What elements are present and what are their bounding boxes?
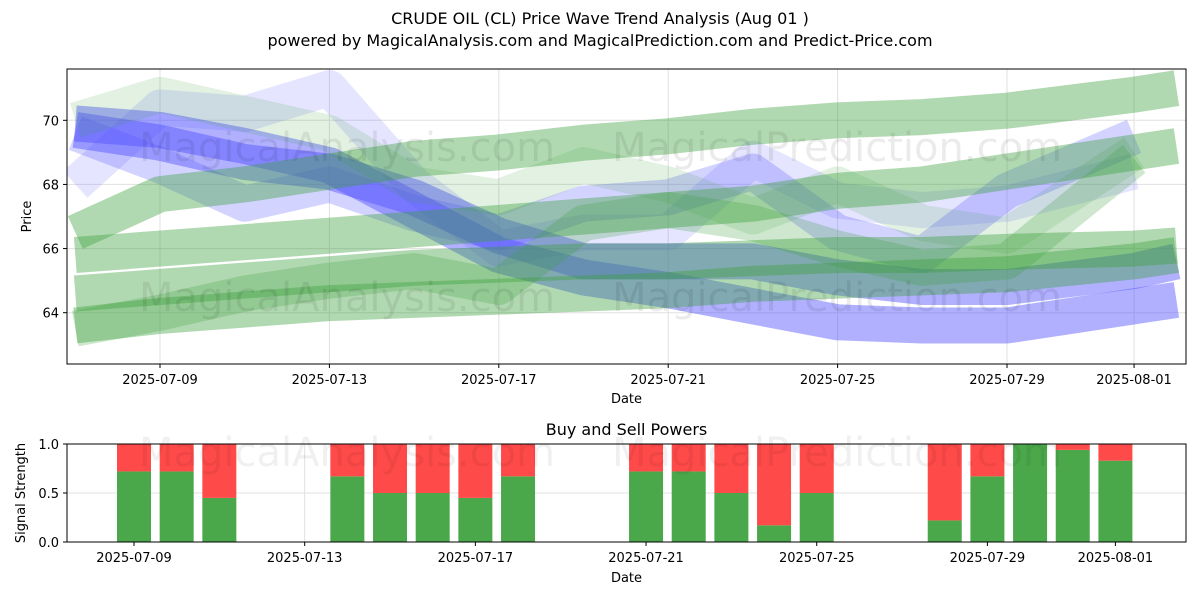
- price-y-tick-label: 68: [42, 178, 59, 193]
- sell-bar: [330, 444, 365, 477]
- buy-bar: [1055, 449, 1090, 542]
- sell-bar: [714, 444, 749, 493]
- signal-chart-title: Buy and Sell Powers: [546, 420, 708, 439]
- price-x-tick-label: 2025-07-09: [122, 373, 198, 388]
- sell-bar: [373, 444, 408, 493]
- price-bands: [67, 70, 1181, 347]
- signal-y-tick-label: 0.0: [38, 536, 59, 551]
- price-y-tick-label: 64: [42, 307, 59, 322]
- signal-x-tick-label: 2025-07-13: [267, 551, 343, 566]
- signal-x-tick-label: 2025-07-09: [96, 551, 172, 566]
- signal-y-tick-label: 0.5: [38, 487, 59, 502]
- signal-x-tick-label: 2025-07-17: [438, 551, 514, 566]
- buy-bar: [927, 520, 962, 542]
- buy-bar: [117, 471, 151, 542]
- sell-bar: [757, 444, 792, 526]
- signal-plot-frame: [66, 443, 1187, 543]
- sell-bar: [671, 444, 706, 472]
- sell-bar: [927, 444, 962, 521]
- signal-x-tick-label: 2025-07-21: [608, 551, 684, 566]
- sell-bar: [501, 444, 536, 477]
- signal-y-tick-label: 1.0: [38, 438, 59, 453]
- buy-bar: [159, 471, 194, 542]
- price-band-10: [70, 76, 1144, 254]
- price-x-tick-label: 2025-07-29: [969, 373, 1045, 388]
- watermark-text: MagicalPrediction.com: [612, 125, 1062, 171]
- sell-bar: [1055, 444, 1090, 450]
- chart-title: CRUDE OIL (CL) Price Wave Trend Analysis…: [391, 9, 809, 28]
- buy-bar: [458, 497, 493, 542]
- signal-y-axis-label: Signal Strength: [14, 443, 29, 543]
- sell-bar: [117, 444, 151, 472]
- price-band-2: [73, 105, 1180, 344]
- price-band-4: [67, 70, 1139, 267]
- price-x-tick-label: 2025-07-13: [292, 373, 368, 388]
- buy-bar: [373, 493, 408, 542]
- buy-bar: [629, 471, 664, 542]
- buy-bar: [415, 493, 450, 542]
- buy-bar: [1098, 460, 1133, 542]
- sell-bar: [970, 444, 1005, 477]
- watermark-text: MagicalAnalysis.com: [139, 125, 555, 171]
- price-x-tick-label: 2025-07-25: [800, 373, 876, 388]
- price-y-tick-label: 66: [42, 243, 59, 258]
- price-x-tick-label: 2025-07-17: [461, 373, 537, 388]
- sell-bar: [458, 444, 493, 498]
- signal-x-axis-label: Date: [611, 571, 642, 586]
- buy-bar: [714, 493, 749, 542]
- buy-bar: [970, 476, 1005, 542]
- price-band-6: [73, 128, 1180, 273]
- sell-bar: [415, 444, 450, 493]
- price-x-tick-label: 2025-07-21: [630, 373, 706, 388]
- sell-bar: [1098, 444, 1133, 461]
- price-band-7: [73, 227, 1178, 312]
- watermark-text: MagicalAnalysis.com: [139, 430, 555, 476]
- sell-bar: [202, 444, 237, 498]
- price-band-9: [71, 144, 1146, 347]
- signal-x-tick-label: 2025-08-01: [1078, 551, 1154, 566]
- buy-bar: [501, 476, 536, 542]
- sell-bar: [799, 444, 834, 493]
- price-band-3: [68, 116, 1142, 273]
- buy-bar: [202, 497, 237, 542]
- buy-bar: [330, 476, 365, 542]
- price-band-8: [73, 237, 1180, 344]
- price-plot-frame: [66, 68, 1187, 365]
- buy-bar: [757, 525, 792, 542]
- price-x-tick-label: 2025-08-01: [1096, 373, 1172, 388]
- watermark-text: MagicalPrediction.com: [612, 275, 1062, 321]
- buy-bar: [1013, 444, 1048, 542]
- buy-bar: [671, 471, 706, 542]
- signal-x-tick-label: 2025-07-25: [779, 551, 855, 566]
- price-band-5: [67, 70, 1180, 249]
- price-x-axis-label: Date: [611, 392, 642, 407]
- watermark-text: MagicalPrediction.com: [612, 430, 1062, 476]
- watermark-text: MagicalAnalysis.com: [139, 275, 555, 321]
- sell-bar: [629, 444, 664, 472]
- signal-x-tick-label: 2025-07-29: [950, 551, 1026, 566]
- price-band-1: [72, 112, 1181, 305]
- chart-subtitle: powered by MagicalAnalysis.com and Magic…: [267, 31, 933, 50]
- price-y-tick-label: 70: [42, 114, 59, 129]
- price-y-axis-label: Price: [20, 201, 35, 233]
- sell-bar: [159, 444, 194, 472]
- buy-bar: [799, 493, 834, 542]
